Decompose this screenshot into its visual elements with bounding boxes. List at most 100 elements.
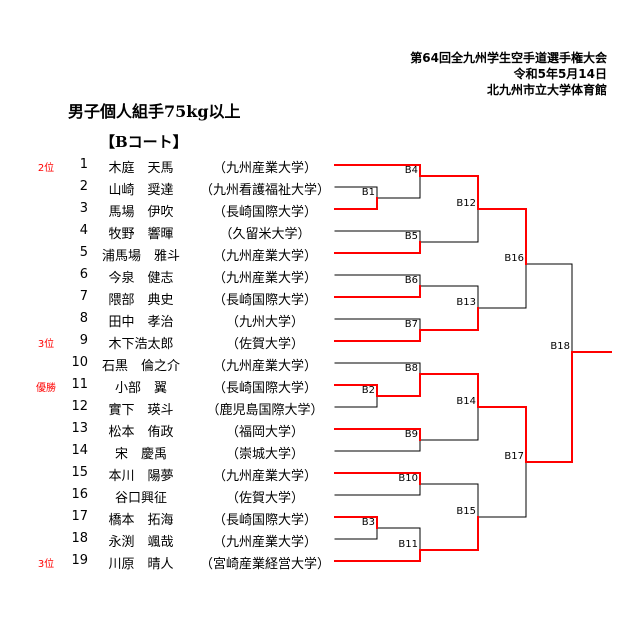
bout-label: B1 [362,187,375,198]
seed-number: 11 [71,377,88,392]
seed-number: 9 [79,333,88,348]
seed-number: 18 [71,531,88,546]
bout-label: B15 [456,506,476,517]
seed-number: 3 [79,201,88,216]
player-name: 木庭 天馬 [108,161,174,176]
rank-label: 優勝 [36,383,56,394]
venue: 北九州市立大学体育館 [486,83,607,97]
bout-label: B2 [362,385,375,396]
player-row: 15 本川 陽夢 （九州産業大学） [0,462,335,484]
seed-number: 5 [79,245,88,260]
rank-label: 2位 [37,163,55,174]
player-row: 17 橋本 拓海 （長崎国際大学） [0,506,335,528]
school-name: （宮崎産業経営大学） [199,557,330,572]
player-row: 2 山崎 奨達 （九州看護福祉大学） [0,176,335,198]
bout-label: B9 [405,429,418,440]
player-name: 宋 慶禹 [114,447,167,462]
school-name: （九州産業大学） [212,249,317,264]
player-name: 實下 瑛斗 [108,403,174,418]
school-name: （九州大学） [225,315,304,330]
seed-number: 12 [71,399,88,414]
seed-number: 14 [71,443,88,458]
player-name: 木下浩太郎 [108,337,174,352]
player-row: 優勝 11 小部 翼 （長崎国際大学） [0,374,335,396]
seed-number: 13 [71,421,88,436]
school-name: （佐賀大学） [225,337,304,352]
school-name: （長崎国際大学） [212,205,317,220]
school-name: （佐賀大学） [225,491,304,506]
bout-label: B4 [405,165,418,176]
school-name: （久留米大学） [219,227,311,242]
seed-number: 17 [71,509,88,524]
bout-label: B16 [504,253,524,264]
seed-number: 2 [79,179,88,194]
court-label: 【Bコート】 [100,133,188,151]
player-name: 今泉 健志 [108,271,174,286]
bout-label: B7 [405,319,418,330]
school-name: （九州産業大学） [212,535,317,550]
player-row: 2位 1 木庭 天馬 （九州産業大学） [0,154,335,176]
player-row: 3位 19 川原 晴人 （宮崎産業経営大学） [0,550,335,572]
bout-label: B10 [398,473,418,484]
player-row: 10 石黒 倫之介 （九州産業大学） [0,352,335,374]
player-name: 谷口興征 [114,491,167,506]
player-name: 川原 晴人 [108,557,174,572]
player-row: 5 浦馬場 雅斗 （九州産業大学） [0,242,335,264]
school-name: （長崎国際大学） [212,293,317,308]
bout-label: B12 [456,198,476,209]
player-row: 13 松本 侑政 （福岡大学） [0,418,335,440]
player-row: 8 田中 孝治 （九州大学） [0,308,335,330]
school-name: （長崎国際大学） [212,381,317,396]
player-row: 3 馬場 伊吹 （長崎国際大学） [0,198,335,220]
school-name: （九州産業大学） [212,469,317,484]
player-name: 橋本 拓海 [108,513,174,528]
school-name: （長崎国際大学） [212,513,317,528]
school-name: （鹿児島国際大学） [206,403,324,418]
seed-number: 1 [79,157,88,172]
player-row: 7 隈部 典史 （長崎国際大学） [0,286,335,308]
player-row: 16 谷口興征 （佐賀大学） [0,484,335,506]
bout-label: B17 [504,451,524,462]
event-title: 男子個人組手75kg以上 [68,102,241,121]
seed-number: 8 [79,311,88,326]
seed-number: 10 [71,355,88,370]
player-row: 4 牧野 響暉 （久留米大学） [0,220,335,242]
rank-label: 3位 [37,339,55,350]
bout-label: B18 [550,341,570,352]
player-name: 馬場 伊吹 [108,205,174,220]
player-row: 14 宋 慶禹 （崇城大学） [0,440,335,462]
player-name: 本川 陽夢 [108,469,174,484]
seed-number: 19 [71,553,88,568]
player-name: 松本 侑政 [108,425,174,440]
bout-label: B11 [398,539,418,550]
seed-number: 4 [79,223,88,238]
player-name: 小部 翼 [114,381,167,396]
tournament-name: 第64回全九州学生空手道選手権大会 [410,51,607,65]
school-name: （崇城大学） [225,447,304,462]
player-name: 石黒 倫之介 [101,359,180,374]
player-name: 永渕 颯哉 [108,535,174,550]
seed-number: 16 [71,487,88,502]
school-name: （九州看護福祉大学） [199,183,330,198]
bout-label: B14 [456,396,476,407]
player-name: 田中 孝治 [108,315,174,330]
player-row: 3位 9 木下浩太郎 （佐賀大学） [0,330,335,352]
player-name: 牧野 響暉 [108,227,174,242]
school-name: （九州産業大学） [212,161,317,176]
player-name: 山崎 奨達 [108,183,174,198]
event-date: 令和5年5月14日 [513,67,607,81]
bout-label: B6 [405,275,418,286]
bout-label: B13 [456,297,476,308]
player-name: 隈部 典史 [108,293,174,308]
school-name: （九州産業大学） [212,271,317,286]
player-name: 浦馬場 雅斗 [101,249,180,264]
bout-label: B5 [405,231,418,242]
bout-label: B3 [362,517,375,528]
school-name: （九州産業大学） [212,359,317,374]
seed-number: 15 [71,465,88,480]
player-row: 12 實下 瑛斗 （鹿児島国際大学） [0,396,335,418]
player-row: 6 今泉 健志 （九州産業大学） [0,264,335,286]
seed-number: 7 [79,289,88,304]
bout-label: B8 [405,363,418,374]
